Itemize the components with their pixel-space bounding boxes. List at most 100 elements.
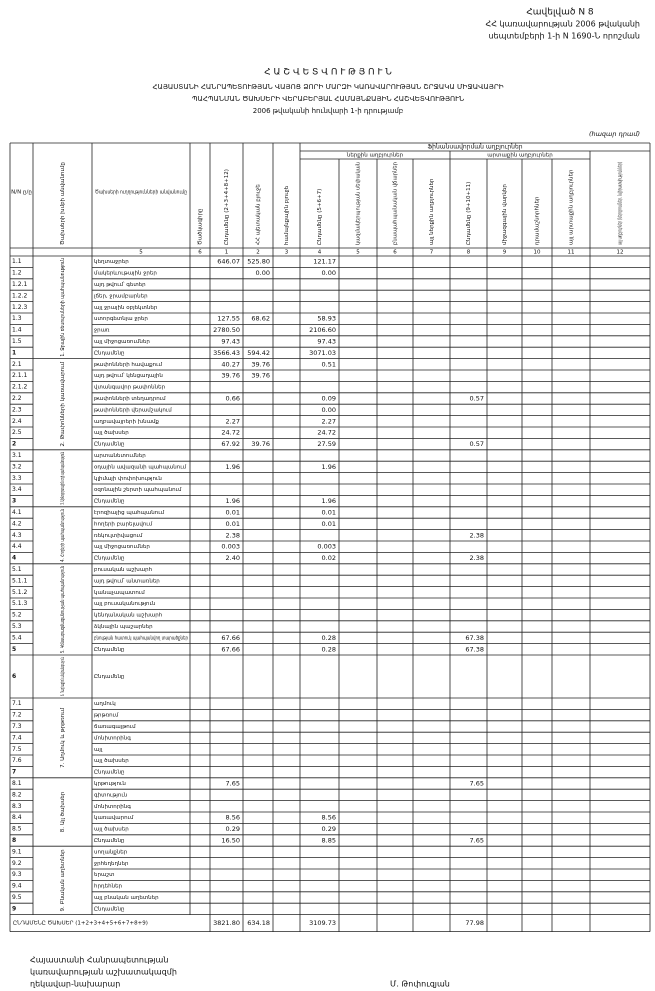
group-label: 5. Կենսաբազմազանության պահպանություն [60,566,66,653]
row-code: 9.4 [12,883,22,890]
row-name: ռեկուլտիվացում [94,533,143,539]
row-code: 5.2 [12,612,22,619]
cell-value: 2.40 [226,554,240,562]
row-name: այլ ջրային օբյեկտներ [94,305,158,311]
row-code: 1.5 [12,338,22,345]
cell-value: 67.92 [221,440,240,448]
cell-value: 0.57 [470,395,484,403]
row-code: 8 [12,837,16,844]
row-code: 9 [12,905,16,912]
row-name: կենդանական աշխարհ [94,613,163,619]
cell-value: 1.96 [322,497,336,505]
cell-value: 2.27 [322,417,336,425]
row-code: 4.4 [12,543,22,550]
cell-value: 0.00 [322,406,336,414]
column-header: Ընդամենը (5+6+7) [317,189,323,245]
footer-line: Հայաստանի Հանրապետության [30,956,168,965]
row-name: մոնիտորինգ [94,735,131,741]
cell-value: 8.56 [226,814,240,822]
cell-value: 0.28 [322,634,336,642]
row-name: Ընդամենը [94,647,125,653]
header-line: ՀՀ կառավարության 2006 թվականի [486,20,640,29]
row-name: գիտություն [94,792,127,798]
column-header: Ընդամենը (9+10+11) [466,182,472,245]
cell-value: 0.51 [322,360,336,368]
row-name: օզոնային շերտի պահպանում [94,487,182,493]
title: ՀԱՅԱՍՏԱՆԻ ՀԱՆՐԱՊԵՏՈՒԹՅԱՆ ՎԱՅՈՑ ՁՈՐԻ ՄԱՐԶ… [152,83,503,91]
row-code: 4.3 [12,532,22,539]
cell-value: 594.42 [247,349,270,357]
row-name: կլիմայի փոփոխություն [94,476,162,482]
column-number: 11 [568,250,575,256]
row-name: հրդեհներ [94,884,123,890]
column-header: Ծախսերի ուղղությունների անվանումը [95,190,187,196]
cell-value: 525.80 [247,258,270,266]
row-name: ջրհեղեղներ [94,861,129,867]
cell-value: 0.29 [322,825,336,833]
column-number: 6 [393,250,397,256]
row-code: 3 [12,498,16,505]
column-number: 7 [430,250,434,256]
subtitle: 2006 թվականի հունվարի 1-ի դրությամբ [253,107,403,115]
cell-value: 634.18 [247,919,270,927]
row-code: 2 [12,441,16,448]
row-code: 9.5 [12,894,22,901]
row-name: ջրառ [94,328,110,334]
group-label: 8. Այլ ծախսեր [60,791,66,832]
column-header: Ծախսերի խմբի անվանումը [60,162,66,245]
column-header: Ընդամենը (2+3+4+8+12) [224,169,230,245]
sub-header: արտաքին աղբյուրներ [487,153,553,159]
column-number: 2 [256,250,260,256]
footer-line: կառավարության աշխատակազմի [30,968,177,977]
row-name: ճառագայթում [94,724,136,730]
row-name: այլ միջոցառումներ [94,339,150,345]
cell-value: 39.76 [251,372,270,380]
row-name: այլ ծախսեր [94,430,129,436]
column-header: այլ արտաքին աղբյուրներ [569,169,575,245]
cell-value: 3566.43 [213,349,240,357]
cell-value: 40.27 [221,360,240,368]
cell-value: 97.43 [317,338,336,346]
row-code: 1.4 [12,327,22,334]
row-code: 3.1 [12,452,22,459]
column-number: 4 [318,250,322,256]
row-code: 2.1 [12,361,22,368]
group-label: 3. Մթնոլորտային օդի պահպանություն [60,452,66,505]
row-name: մոնիտորինգ [94,804,131,810]
cell-value: 0.09 [322,395,336,403]
row-code: 5.4 [12,634,22,641]
row-code: 7.5 [12,746,22,753]
group-label: 4. Հողերի պահպանություն [60,509,66,562]
row-code: 7.1 [12,700,22,707]
column-header: N/N ը/ը [11,190,32,196]
row-code: 3.3 [12,475,22,482]
row-name: մակերևութային ջրեր [94,271,157,277]
row-name: կրթություն [94,781,126,787]
row-code: 1.3 [12,315,22,322]
cell-value: 0.01 [226,509,240,517]
unit: (հազար դրամ) [589,130,640,138]
column-number: 6 [198,250,202,256]
row-code: 5.1.3 [12,600,27,607]
row-name: թափոնների վերամշակում [94,407,172,413]
cell-value: 0.003 [221,543,240,551]
cell-value: 0.003 [317,543,336,551]
cell-value: 7.65 [470,780,484,788]
column-number: 9 [503,250,507,256]
total-label: ԸՆԴԱՄԵՆԸ ԾԱԽՍԵՐ (1+2+3+4+5+6+7+8+9) [13,921,148,927]
column-header: համայնքային բյուջե [284,185,290,245]
cell-value: 0.66 [226,395,240,403]
cell-value: 0.00 [256,269,270,277]
row-code: 1.2.1 [12,281,27,288]
cell-value: 0.57 [470,440,484,448]
group-label: 1. Ջրային ռեսուրսների պահպանություն [60,258,66,357]
row-name: Ընդամենը [94,838,125,844]
row-name: Ընդամենը [94,674,125,680]
column-header: դրամաշնորհներ [535,196,541,245]
cell-value: 0.01 [322,509,336,517]
cell-value: 1.96 [322,463,336,471]
row-code: 7 [12,769,16,776]
row-code: 2.2 [12,395,22,402]
row-code: 2.3 [12,406,22,413]
cell-value: 646.07 [217,258,240,266]
